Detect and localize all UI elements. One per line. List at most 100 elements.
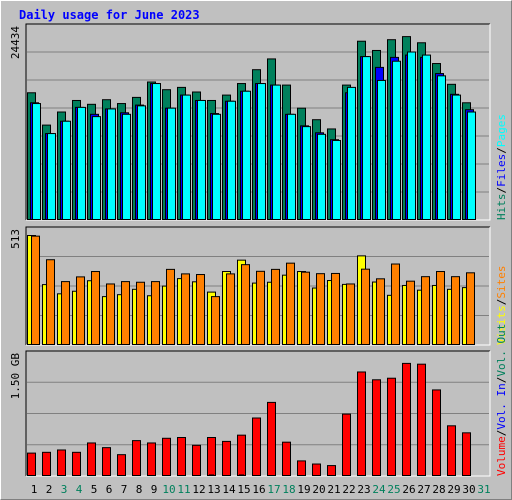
- bar-volume-day-23: [357, 371, 366, 477]
- bar-sites-day-17: [271, 268, 280, 346]
- bar-pages-day-1: [32, 103, 41, 220]
- bar-pages-day-23: [362, 56, 371, 220]
- legend-separator: /: [495, 299, 508, 306]
- bar-pages-day-8: [137, 105, 146, 220]
- bar-pages-day-21: [332, 139, 341, 221]
- legend-item-visits: Visits: [495, 305, 508, 345]
- bar-sites-day-26: [406, 280, 415, 345]
- bar-pages-day-10: [167, 107, 176, 220]
- bar-sites-day-30: [466, 272, 475, 345]
- bar-volume-day-15: [237, 434, 246, 477]
- bar-volume-day-18: [282, 441, 291, 476]
- plot-border-dark: [25, 350, 490, 476]
- panel-middle: 513 Visits/Sites: [9, 226, 508, 346]
- bar-sites-day-16: [256, 270, 265, 345]
- x-tick-label-18: 18: [282, 483, 295, 496]
- x-tick-label-14: 14: [222, 483, 236, 496]
- bar-pages-day-25: [392, 60, 401, 220]
- bar-pages-day-16: [257, 83, 266, 220]
- bar-sites-day-11: [181, 273, 190, 346]
- bar-pages-day-28: [437, 75, 446, 220]
- bar-vol-out-day-13: [209, 474, 214, 477]
- legend-separator: /: [495, 187, 508, 194]
- bar-pages-day-30: [467, 111, 476, 220]
- y-max-label-middle: 513: [9, 229, 22, 249]
- bar-pages-day-22: [347, 86, 356, 220]
- legend-bottom: Volume/Vol. In/Vol. Out: [495, 324, 508, 476]
- x-tick-label-22: 22: [342, 483, 355, 496]
- bar-volume-day-4: [72, 451, 81, 477]
- x-tick-label-12: 12: [192, 483, 205, 496]
- chart-title: Daily usage for June 2023: [19, 8, 200, 22]
- bar-sites-day-28: [436, 271, 445, 346]
- bar-pages-day-11: [182, 94, 191, 220]
- x-tick-label-25: 25: [387, 483, 400, 496]
- x-tick-label-2: 2: [46, 483, 53, 496]
- bar-sites-day-24: [376, 278, 385, 345]
- bar-pages-day-3: [62, 120, 71, 220]
- x-tick-label-21: 21: [327, 483, 340, 496]
- bar-sites-day-7: [121, 281, 130, 346]
- legend-top: Hits/Files/Pages: [495, 114, 508, 220]
- bar-volume-day-2: [42, 451, 51, 477]
- legend-middle: Visits/Sites: [495, 266, 508, 346]
- bar-pages-day-15: [242, 90, 251, 220]
- bar-sites-day-2: [46, 259, 55, 345]
- bar-vol-out-day-15: [239, 474, 244, 477]
- x-tick-label-20: 20: [312, 483, 325, 496]
- legend-item-vol-out: Vol. Out: [495, 324, 508, 377]
- bar-volume-day-21: [327, 465, 336, 476]
- bar-sites-day-22: [346, 283, 355, 346]
- bar-sites-day-12: [196, 274, 205, 345]
- bar-volume-day-10: [162, 437, 171, 476]
- x-tick-label-27: 27: [417, 483, 430, 496]
- bar-sites-day-29: [451, 276, 460, 345]
- x-tick-label-29: 29: [447, 483, 460, 496]
- legend-item-hits: Hits: [495, 194, 508, 221]
- x-tick-label-19: 19: [297, 483, 310, 496]
- legend-separator: /: [495, 377, 508, 384]
- legend-item-volume: Volume: [495, 436, 508, 476]
- x-tick-label-23: 23: [357, 483, 370, 496]
- legend-item-files: Files: [495, 154, 508, 187]
- legend-separator: /: [495, 430, 508, 437]
- x-tick-label-7: 7: [121, 483, 128, 496]
- legend-item-pages: Pages: [495, 114, 508, 147]
- bar-pages-day-4: [77, 106, 86, 220]
- bar-sites-day-5: [91, 271, 100, 346]
- bar-sites-day-19: [301, 271, 310, 345]
- bar-pages-day-9: [152, 83, 161, 220]
- bar-sites-day-25: [391, 263, 400, 346]
- bar-sites-day-9: [151, 281, 160, 346]
- x-tick-label-4: 4: [76, 483, 83, 496]
- bar-volume-day-9: [147, 442, 156, 476]
- bar-volume-day-5: [87, 442, 96, 476]
- bar-pages-day-18: [287, 113, 296, 220]
- bar-volume-day-29: [447, 425, 456, 476]
- x-tick-label-1: 1: [31, 483, 38, 496]
- bar-sites-day-20: [316, 273, 325, 345]
- bar-volume-day-16: [252, 417, 261, 476]
- bar-pages-day-17: [272, 84, 281, 220]
- x-tick-label-9: 9: [151, 483, 158, 496]
- plot-border-dark: [25, 23, 490, 220]
- bar-sites-day-4: [76, 276, 85, 345]
- bar-volume-day-27: [417, 363, 426, 476]
- bar-volume-day-17: [267, 401, 276, 476]
- bar-volume-day-6: [102, 447, 111, 477]
- x-tick-label-17: 17: [267, 483, 280, 496]
- bar-pages-day-12: [197, 99, 206, 220]
- x-tick-label-5: 5: [91, 483, 98, 496]
- x-tick-label-31: 31: [477, 483, 490, 496]
- x-tick-label-8: 8: [136, 483, 143, 496]
- bar-pages-day-6: [107, 108, 116, 220]
- bar-volume-day-22: [342, 413, 351, 477]
- plot-border-dark: [25, 226, 490, 345]
- bar-pages-day-13: [212, 113, 221, 220]
- bar-sites-day-13: [211, 296, 220, 346]
- bar-volume-day-7: [117, 454, 126, 477]
- legend-item-vol-in: Vol. In: [495, 383, 508, 429]
- bar-volume-day-3: [57, 449, 66, 477]
